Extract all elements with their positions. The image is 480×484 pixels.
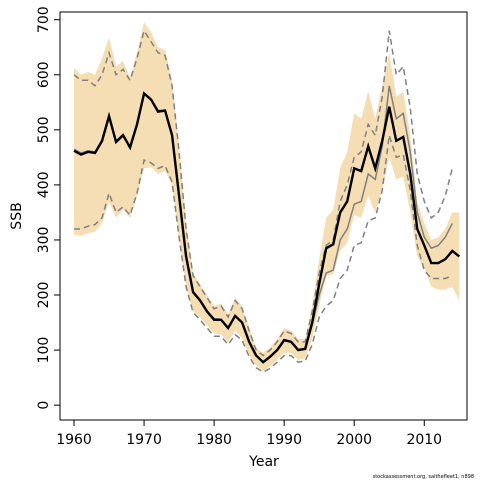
y-tick-label: 600	[36, 61, 52, 88]
footnote: stockassessment.org, saithefleet1, n898	[373, 474, 474, 480]
plot-frame	[59, 11, 468, 421]
y-tick-label: 200	[36, 282, 52, 309]
x-tick-label: 1960	[56, 432, 92, 448]
y-tick-label: 100	[36, 337, 52, 364]
x-tick-label: 2000	[336, 432, 372, 448]
y-tick-label: 500	[36, 116, 52, 143]
dashed-line	[73, 28, 454, 357]
x-tick-label: 2010	[406, 432, 442, 448]
x-tick-label: 1990	[266, 432, 302, 448]
x-axis-label: Year	[248, 454, 279, 470]
x-tick-label: 1980	[196, 432, 232, 448]
x-tick-label: 1970	[126, 432, 162, 448]
y-tick-label: 400	[36, 172, 52, 199]
y-axis-label: SSB	[9, 202, 25, 229]
y-tick-label: 0	[36, 401, 52, 410]
y-tick-label: 700	[36, 6, 52, 33]
y-tick-label: 300	[36, 227, 52, 254]
confidence-band	[74, 22, 460, 371]
line	[73, 91, 461, 364]
dashed-line	[74, 135, 453, 373]
